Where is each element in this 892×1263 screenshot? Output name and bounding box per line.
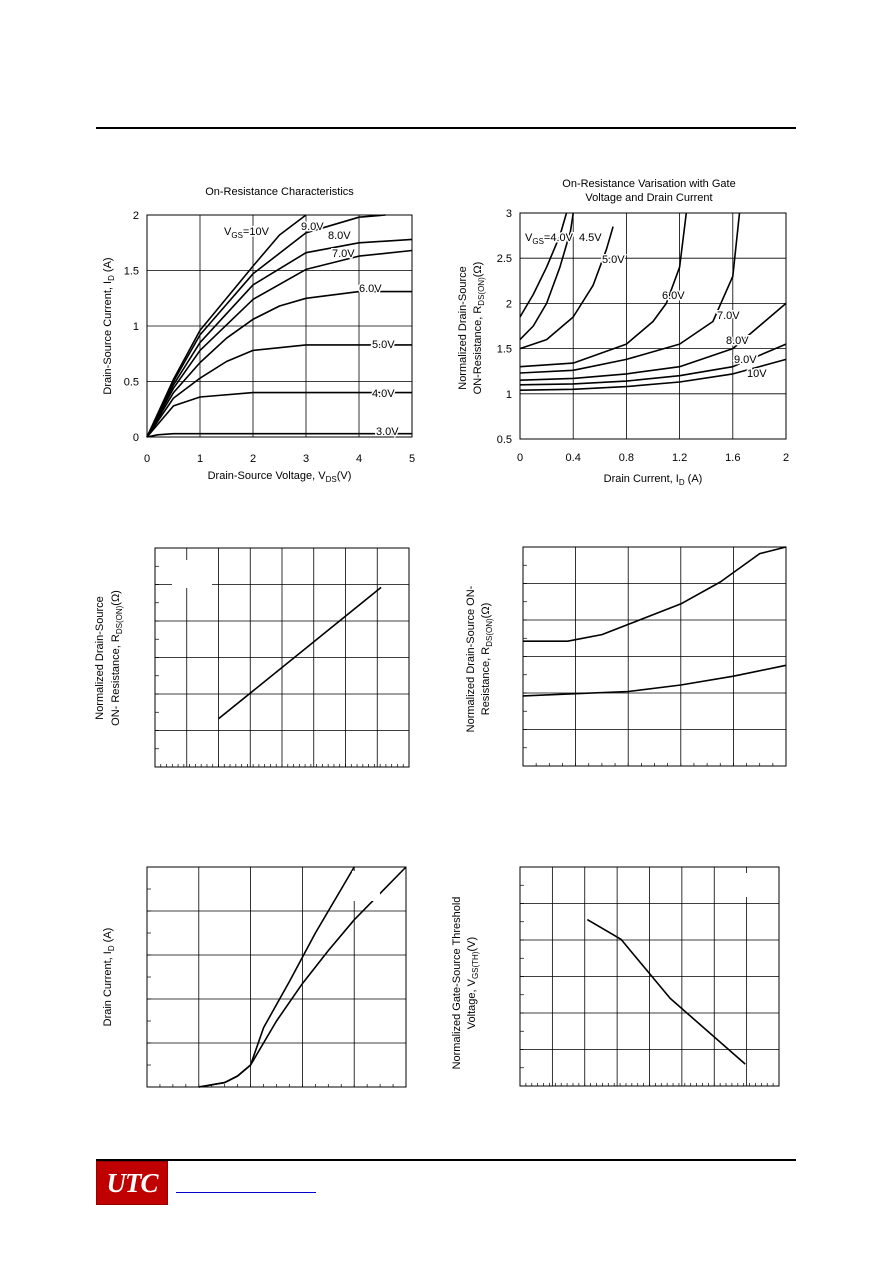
chart-1-x-tick-label: 2	[250, 453, 256, 465]
chart-2-y-tick-label: 1.5	[497, 344, 512, 356]
chart-2-x-tick-label: 0	[517, 452, 523, 464]
chart-2-series-line-40V	[519, 212, 568, 318]
chart-6-frame	[519, 866, 780, 1087]
chart-2-series-label: 9.0V	[734, 354, 757, 366]
chart-2-title-line2: Voltage and Drain Current	[585, 192, 712, 204]
chart-1-x-tick-label: 5	[409, 453, 415, 465]
chart-5-frame	[146, 866, 407, 1088]
chart-3-legend-mask	[172, 560, 212, 588]
chart-1-series-line-50V	[146, 344, 412, 438]
chart-1-series-label: 3.0V	[376, 426, 399, 438]
chart-2-y-axis-label: Normalized Drain-Source	[457, 266, 469, 390]
chart-1-frame	[146, 214, 413, 438]
chart-1-series-label: 4.0V	[372, 388, 395, 400]
chart-1-series-label: 7.0V	[332, 248, 355, 260]
chart-4-y-axis-label: Normalized Drain-Source ON-	[465, 585, 477, 732]
chart-5-series-line-2	[198, 866, 407, 1088]
chart-3-series-line-1	[217, 586, 382, 720]
chart-1-x-tick-label: 3	[303, 453, 309, 465]
chart-2-y-axis-label-line2: ON-Resistance, RDS(ON)(Ω)	[472, 262, 486, 395]
chart-2-x-tick-label: 1.6	[725, 452, 740, 464]
chart-2-series-line-90V	[519, 343, 787, 386]
chart-4-series-line-1	[523, 546, 787, 643]
chart-4-frame	[522, 546, 787, 767]
chart-1-x-tick-label: 0	[144, 453, 150, 465]
chart-1-series-line-30V	[146, 432, 412, 438]
chart-2-series-line-10V	[519, 358, 787, 391]
chart-4-y-axis-label-line2: Resistance, RDS(ON)(Ω)	[480, 603, 494, 716]
chart-1-series-label: 9.0V	[301, 221, 324, 233]
chart-4-series-line-2	[522, 664, 787, 697]
chart-2-frame	[519, 212, 787, 440]
logo-text: UTC	[106, 1167, 159, 1198]
chart-1-series-label: 5.0V	[372, 339, 395, 351]
chart-2-series-label: 10V	[747, 368, 767, 380]
chart-6-y-axis-label-line2: Voltage, VGS(TH)(V)	[466, 937, 480, 1029]
chart-2-y-tick-label: 2.5	[497, 253, 512, 265]
chart-2-series-label: 7.0V	[717, 310, 740, 322]
chart-1-series-label-10V: VGS=10V	[224, 226, 270, 240]
chart-2-title: On-Resistance Varisation with Gate	[562, 178, 735, 190]
chart-2-series-line-80V	[519, 302, 787, 381]
chart-1-y-tick-label: 1	[133, 321, 139, 333]
chart-2-series-label: 5.0V	[602, 254, 625, 266]
chart-2-y-tick-label: 0.5	[497, 434, 512, 446]
chart-1-series-label: 6.0V	[359, 283, 382, 295]
chart-2-series-line-45V	[519, 212, 574, 341]
chart-1-x-tick-label: 1	[197, 453, 203, 465]
chart-5-series-line-1	[198, 866, 355, 1088]
chart-2-series-line-70V	[519, 212, 741, 374]
chart-1-x-tick-label: 4	[356, 453, 362, 465]
chart-2-y-tick-label: 2	[506, 298, 512, 310]
chart-2-series-line-60V	[519, 212, 688, 368]
chart-2-x-tick-label: 0.4	[566, 452, 581, 464]
chart-1-series-label: 8.0V	[328, 230, 351, 242]
chart-6-series-line-1	[586, 918, 746, 1065]
chart-2-series-label: 8.0V	[726, 335, 749, 347]
chart-5-y-axis-label: Drain Current, ID (A)	[102, 928, 116, 1027]
chart-6-y-axis-label: Normalized Gate-Source Threshold	[451, 897, 463, 1070]
header-rule	[96, 127, 796, 129]
chart-1-y-tick-label: 0	[133, 432, 139, 444]
chart-1-y-tick-label: 2	[133, 210, 139, 222]
website-link[interactable]	[176, 1192, 316, 1193]
chart-1-x-axis-label: Drain-Source Voltage, VDS(V)	[208, 470, 352, 484]
chart-1-series-line-40V	[146, 391, 412, 438]
chart-1-title: On-Resistance Characteristics	[205, 186, 354, 198]
chart-2-y-tick-label: 3	[506, 208, 512, 220]
chart-2-x-tick-label: 1.2	[672, 452, 687, 464]
chart-2-series-label-4V: VGS=4.0V	[525, 232, 574, 246]
chart-2-plot-border	[519, 212, 787, 440]
chart-1-series-line-10V	[146, 214, 307, 438]
chart-1-y-tick-label: 0.5	[124, 377, 139, 389]
chart-2-x-tick-label: 0.8	[619, 452, 634, 464]
chart-2-x-tick-label: 2	[783, 452, 789, 464]
chart-3-y-axis-label: Normalized Drain-Source	[94, 596, 106, 720]
chart-1-y-axis-label: Drain-Source Current, ID (A)	[102, 257, 116, 394]
footer-rule	[96, 1159, 796, 1161]
chart-1-series-line-60V	[146, 290, 412, 438]
chart-5-legend-mask	[352, 871, 380, 901]
chart-2-series-label: 4.5V	[579, 232, 602, 244]
chart-1-series-line-90V	[146, 214, 386, 438]
chart-1-y-tick-label: 1.5	[124, 266, 139, 278]
chart-1-series-line-80V	[146, 238, 413, 438]
chart-2-series-label: 6.0V	[662, 290, 685, 302]
chart-2-series-line-50V	[519, 226, 614, 350]
chart-2-x-axis-label: Drain Current, ID (A)	[604, 473, 703, 487]
utc-logo: UTC	[96, 1161, 168, 1205]
chart-2-y-tick-label: 1	[506, 389, 512, 401]
chart-1-series-line-70V	[146, 249, 413, 438]
chart-3-y-axis-label-line2: ON- Resistance, RDS(ON)(Ω)	[110, 590, 124, 726]
chart-6-legend-mask	[737, 873, 777, 897]
